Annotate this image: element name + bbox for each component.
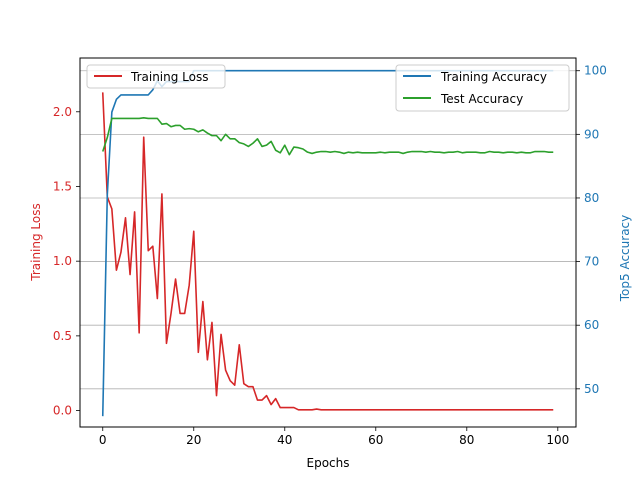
legend-right-box [395, 64, 570, 112]
x-tick-label: 80 [459, 433, 474, 447]
right-y-tick-label: 100 [584, 64, 607, 78]
right-y-axis: 50 60 70 80 90 100 [576, 64, 607, 396]
x-tick-label: 40 [277, 433, 292, 447]
left-y-tick-label: 2.0 [53, 105, 72, 119]
right-y-tick-label: 50 [584, 382, 599, 396]
left-y-axis: 0.0 0.5 1.0 1.5 2.0 [53, 105, 80, 418]
right-y-tick-label: 90 [584, 127, 599, 141]
right-y-axis-label: Top5 Accuracy [618, 215, 632, 302]
right-y-tick-label: 60 [584, 318, 599, 332]
right-y-tick-label: 80 [584, 191, 599, 205]
right-y-tick-label: 70 [584, 255, 599, 269]
left-y-tick-label: 0.5 [53, 329, 72, 343]
x-tick-label: 0 [99, 433, 107, 447]
legend-label-training-accuracy: Training Accuracy [440, 70, 547, 84]
x-tick-label: 60 [368, 433, 383, 447]
legend-left: Training Loss [86, 64, 226, 89]
legend-left-box [86, 64, 226, 89]
plot-frame [79, 57, 577, 428]
left-y-axis-label: Training Loss [29, 203, 43, 281]
left-y-tick-label: 0.0 [53, 404, 72, 418]
legend-right: Training Accuracy Test Accuracy [395, 64, 570, 112]
legend-label-test-accuracy: Test Accuracy [440, 92, 523, 106]
x-axis-label: Epochs [307, 456, 350, 470]
x-tick-label: 20 [186, 433, 201, 447]
legend-label-training-loss: Training Loss [130, 70, 208, 84]
left-y-tick-label: 1.5 [53, 179, 72, 193]
left-y-tick-label: 1.0 [53, 254, 72, 268]
series-line-training-loss [101, 92, 554, 411]
series-line-test-accuracy [101, 117, 554, 156]
x-axis: 0 20 40 60 80 100 [99, 427, 569, 447]
x-tick-label: 100 [546, 433, 569, 447]
